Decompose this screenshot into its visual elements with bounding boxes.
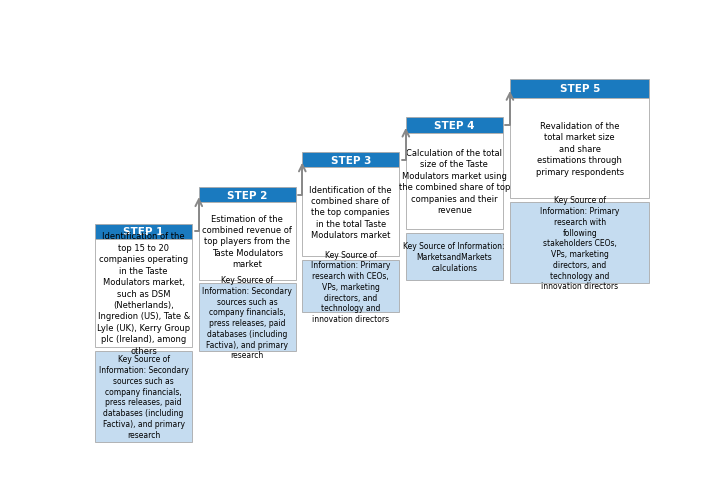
Text: STEP 3: STEP 3 [330, 155, 371, 165]
Text: Key Source of
Information: Primary
research with CEOs,
VPs, marketing
directors,: Key Source of Information: Primary resea… [311, 250, 391, 324]
Bar [199, 203, 295, 280]
Text: STEP 4: STEP 4 [434, 121, 475, 131]
Bar [302, 261, 399, 313]
Text: STEP 1: STEP 1 [123, 227, 164, 237]
Text: Calculation of the total
size of the Taste
Modulators market using
the combined : Calculation of the total size of the Tas… [399, 149, 510, 215]
Bar [199, 284, 295, 351]
Bar [406, 233, 502, 280]
Text: STEP 5: STEP 5 [560, 84, 600, 94]
Text: STEP 2: STEP 2 [227, 190, 267, 200]
Text: Revalidation of the
total market size
and share
estimations through
primary resp: Revalidation of the total market size an… [536, 122, 624, 176]
Bar [302, 153, 399, 168]
Bar [95, 224, 192, 239]
Text: Key Source of Information:
MarketsandMarkets
calculations: Key Source of Information: MarketsandMar… [404, 241, 505, 272]
Text: Identification of the
top 15 to 20
companies operating
in the Taste
Modulators m: Identification of the top 15 to 20 compa… [97, 232, 190, 355]
Bar [406, 133, 502, 230]
Bar [199, 187, 295, 203]
Text: Key Source of
Information: Secondary
sources such as
company financials,
press r: Key Source of Information: Secondary sou… [99, 355, 189, 439]
Bar [510, 99, 650, 199]
Text: Identification of the
combined share of
the top companies
in the total Taste
Mod: Identification of the combined share of … [309, 185, 392, 240]
Bar [95, 351, 192, 442]
Text: Key Source of
Information: Primary
research with
following
stakeholders CEOs,
VP: Key Source of Information: Primary resea… [540, 196, 619, 291]
Bar [510, 79, 650, 99]
Bar [406, 118, 502, 133]
Text: Estimation of the
combined revenue of
top players from the
Taste Modulators
mark: Estimation of the combined revenue of to… [203, 214, 292, 269]
Bar [510, 203, 650, 284]
Bar [302, 168, 399, 257]
Bar [95, 239, 192, 348]
Text: Key Source of
Information: Secondary
sources such as
company financials,
press r: Key Source of Information: Secondary sou… [203, 276, 292, 360]
